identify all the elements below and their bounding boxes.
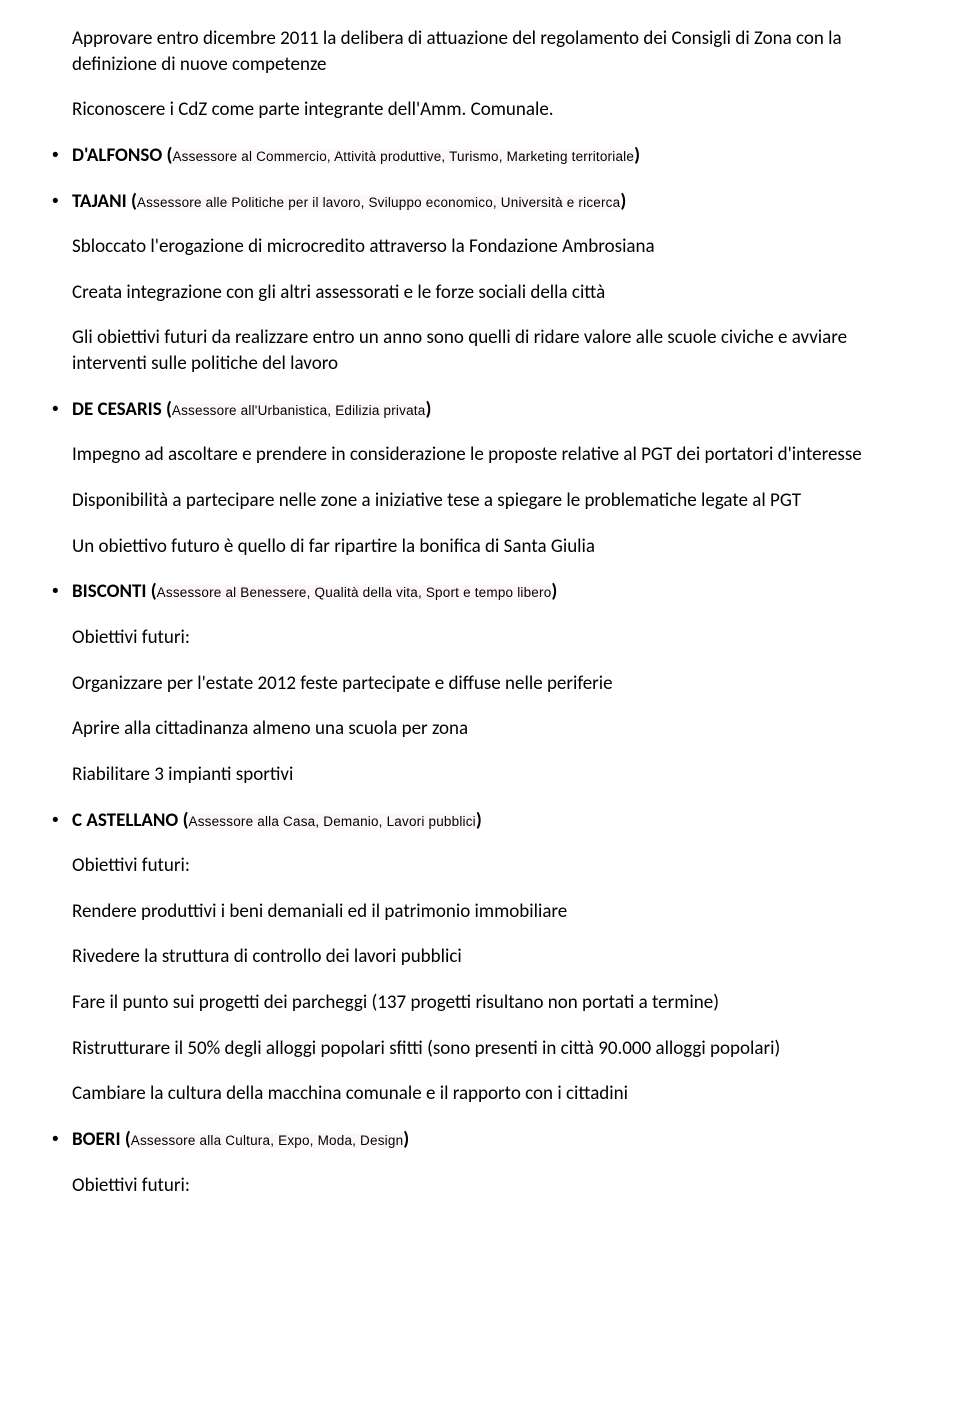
- close-paren: ): [551, 580, 557, 603]
- decesaris-name: DE CESARIS (: [72, 398, 172, 421]
- castellano-name: C ASTELLANO (: [72, 809, 189, 832]
- dalfonso-role: Assessore al Commercio, Attività produtt…: [172, 149, 634, 164]
- tajani-para-1: Sbloccato l'erogazione di microcredito a…: [72, 234, 908, 260]
- castellano-role: Assessore alla Casa, Demanio, Lavori pub…: [189, 814, 476, 829]
- bullet-icon: •: [52, 808, 72, 834]
- item-boeri: • BOERI (Assessore alla Cultura, Expo, M…: [52, 1127, 908, 1153]
- decesaris-role: Assessore all'Urbanistica, Edilizia priv…: [172, 403, 426, 418]
- bisconti-name: BISCONTI (: [72, 580, 157, 603]
- item-tajani: • TAJANI (Assessore alle Politiche per i…: [52, 189, 908, 215]
- bullet-icon: •: [52, 189, 72, 215]
- close-paren: ): [620, 190, 626, 213]
- item-castellano: • C ASTELLANO (Assessore alla Casa, Dema…: [52, 808, 908, 834]
- castellano-para-3: Fare il punto sui progetti dei parcheggi…: [72, 990, 908, 1016]
- castellano-para-5: Cambiare la cultura della macchina comun…: [72, 1081, 908, 1107]
- decesaris-heading: DE CESARIS (Assessore all'Urbanistica, E…: [72, 397, 908, 423]
- bisconti-role: Assessore al Benessere, Qualità della vi…: [157, 585, 552, 600]
- tajani-heading: TAJANI (Assessore alle Politiche per il …: [72, 189, 908, 215]
- boeri-heading: BOERI (Assessore alla Cultura, Expo, Mod…: [72, 1127, 908, 1153]
- bullet-icon: •: [52, 143, 72, 169]
- boeri-name: BOERI (: [72, 1128, 131, 1151]
- paragraph-approvare: Approvare entro dicembre 2011 la deliber…: [72, 26, 908, 77]
- boeri-role: Assessore alla Cultura, Expo, Moda, Desi…: [131, 1133, 404, 1148]
- decesaris-para-1: Impegno ad ascoltare e prendere in consi…: [72, 442, 908, 468]
- castellano-para-4: Ristrutturare il 50% degli alloggi popol…: [72, 1036, 908, 1062]
- obiettivi-futuri: Obiettivi futuri:: [72, 625, 908, 651]
- tajani-role: Assessore alle Politiche per il lavoro, …: [137, 195, 620, 210]
- item-bisconti: • BISCONTI (Assessore al Benessere, Qual…: [52, 579, 908, 605]
- tajani-name: TAJANI (: [72, 190, 137, 213]
- bullet-icon: •: [52, 1127, 72, 1153]
- decesaris-para-2: Disponibilità a partecipare nelle zone a…: [72, 488, 908, 514]
- obiettivi-futuri: Obiettivi futuri:: [72, 853, 908, 879]
- dalfonso-name: D'ALFONSO (: [72, 144, 172, 167]
- close-paren: ): [425, 398, 431, 421]
- tajani-para-3: Gli obiettivi futuri da realizzare entro…: [72, 325, 908, 376]
- close-paren: ): [476, 809, 482, 832]
- close-paren: ): [634, 144, 640, 167]
- close-paren: ): [403, 1128, 409, 1151]
- obiettivi-futuri: Obiettivi futuri:: [72, 1173, 908, 1199]
- decesaris-para-3: Un obiettivo futuro è quello di far ripa…: [72, 534, 908, 560]
- bisconti-para-2: Aprire alla cittadinanza almeno una scuo…: [72, 716, 908, 742]
- dalfonso-heading: D'ALFONSO (Assessore al Commercio, Attiv…: [72, 143, 908, 169]
- paragraph-riconoscere: Riconoscere i CdZ come parte integrante …: [72, 97, 908, 123]
- bullet-icon: •: [52, 579, 72, 605]
- bullet-icon: •: [52, 397, 72, 423]
- tajani-para-2: Creata integrazione con gli altri assess…: [72, 280, 908, 306]
- item-decesaris: • DE CESARIS (Assessore all'Urbanistica,…: [52, 397, 908, 423]
- bisconti-heading: BISCONTI (Assessore al Benessere, Qualit…: [72, 579, 908, 605]
- bisconti-para-3: Riabilitare 3 impianti sportivi: [72, 762, 908, 788]
- castellano-para-1: Rendere produttivi i beni demaniali ed i…: [72, 899, 908, 925]
- castellano-para-2: Rivedere la struttura di controllo dei l…: [72, 944, 908, 970]
- castellano-heading: C ASTELLANO (Assessore alla Casa, Demani…: [72, 808, 908, 834]
- bisconti-para-1: Organizzare per l'estate 2012 feste part…: [72, 671, 908, 697]
- item-dalfonso: • D'ALFONSO (Assessore al Commercio, Att…: [52, 143, 908, 169]
